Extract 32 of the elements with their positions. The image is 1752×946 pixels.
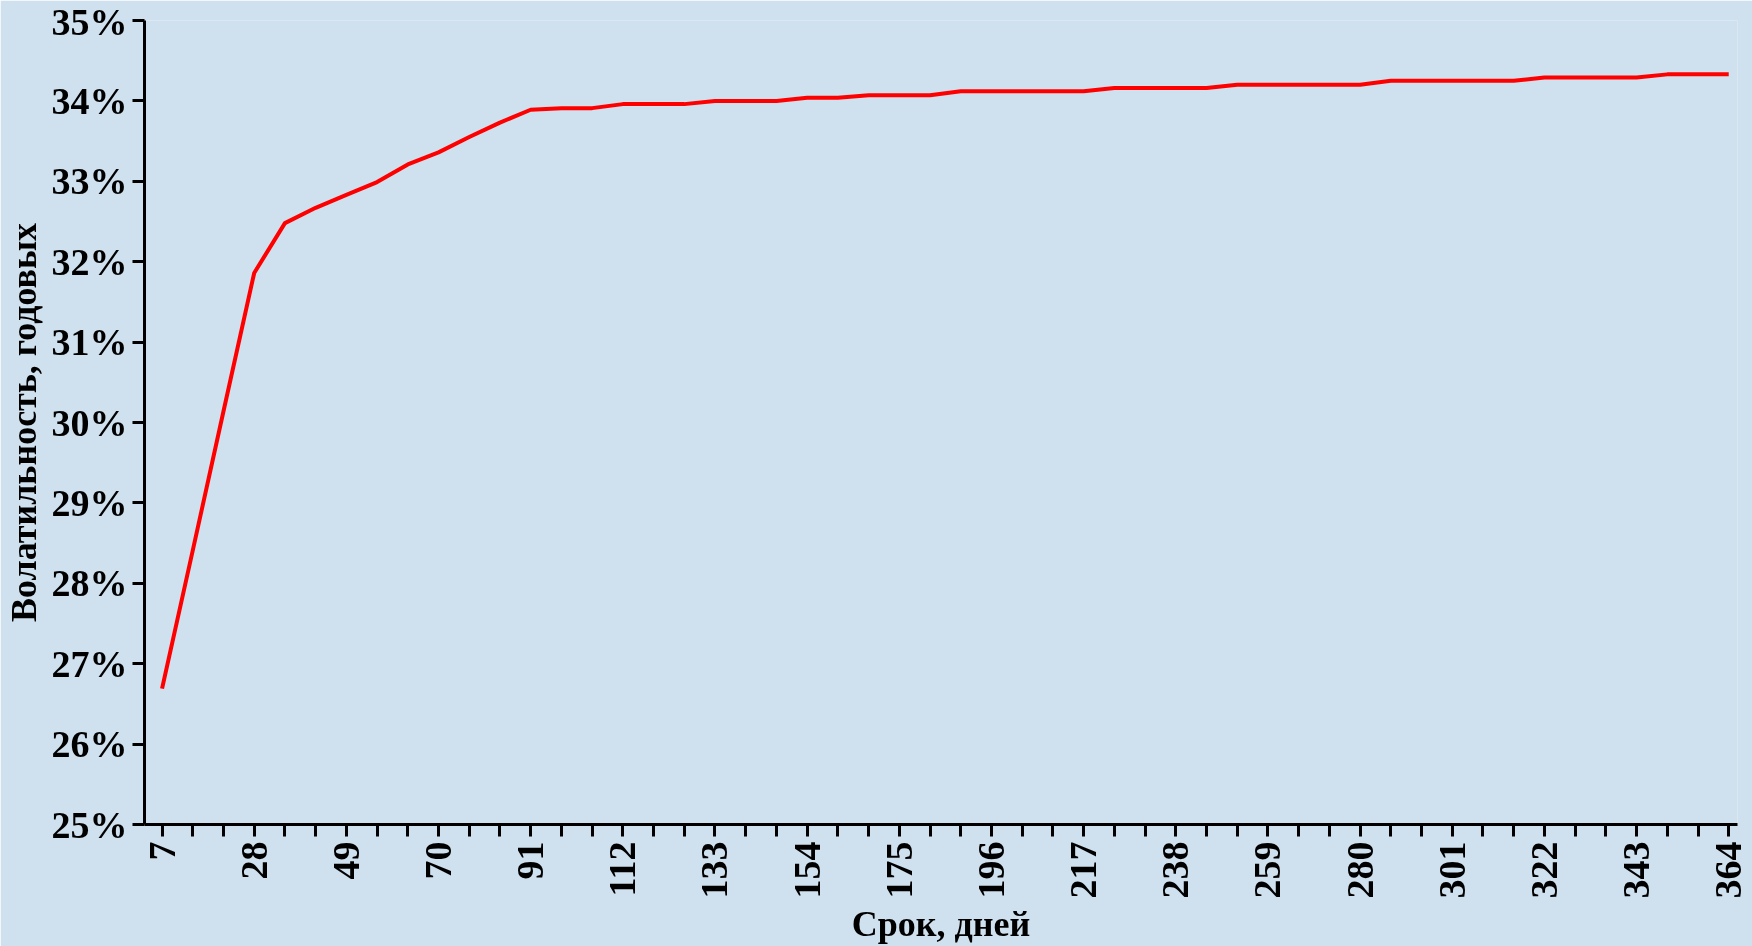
x-tick-label: 175 <box>877 841 920 899</box>
x-tick-label: 217 <box>1062 841 1105 899</box>
x-tick-label: 70 <box>417 841 460 880</box>
x-tick-label: 133 <box>693 841 736 899</box>
x-tick-label: 238 <box>1154 841 1197 899</box>
y-tick-label: 26% <box>51 723 128 766</box>
y-tick-label: 28% <box>51 562 128 605</box>
y-tick-label: 30% <box>51 401 128 444</box>
x-tick-label: 259 <box>1246 841 1289 899</box>
x-tick-label: 7 <box>140 841 183 861</box>
x-tick-label: 280 <box>1338 841 1381 899</box>
x-tick-label: 154 <box>785 841 828 899</box>
line-series <box>160 72 1731 691</box>
x-tick-label: 28 <box>232 841 275 880</box>
x-tick-label: 364 <box>1707 841 1750 899</box>
x-tick-label: 301 <box>1430 841 1473 899</box>
y-tick-label: 27% <box>51 642 128 685</box>
y-tick-label: 25% <box>51 803 128 846</box>
y-tick-label: 32% <box>51 240 128 283</box>
x-tick-label: 112 <box>601 841 644 897</box>
y-tick-label: 33% <box>51 160 128 203</box>
y-tick-label: 35% <box>51 0 128 43</box>
x-axis-title: Срок, дней <box>851 903 1031 944</box>
x-tick-label: 91 <box>509 841 552 880</box>
y-axis-title: Волатильность, годовых <box>3 222 44 623</box>
x-tick-label: 343 <box>1615 841 1658 899</box>
x-tick-label: 49 <box>324 841 367 880</box>
x-tick-label: 322 <box>1522 841 1565 899</box>
y-tick-label: 34% <box>51 79 128 122</box>
y-tick-label: 29% <box>51 481 128 524</box>
x-tick-label: 196 <box>969 841 1012 899</box>
y-tick-label: 31% <box>51 321 128 364</box>
